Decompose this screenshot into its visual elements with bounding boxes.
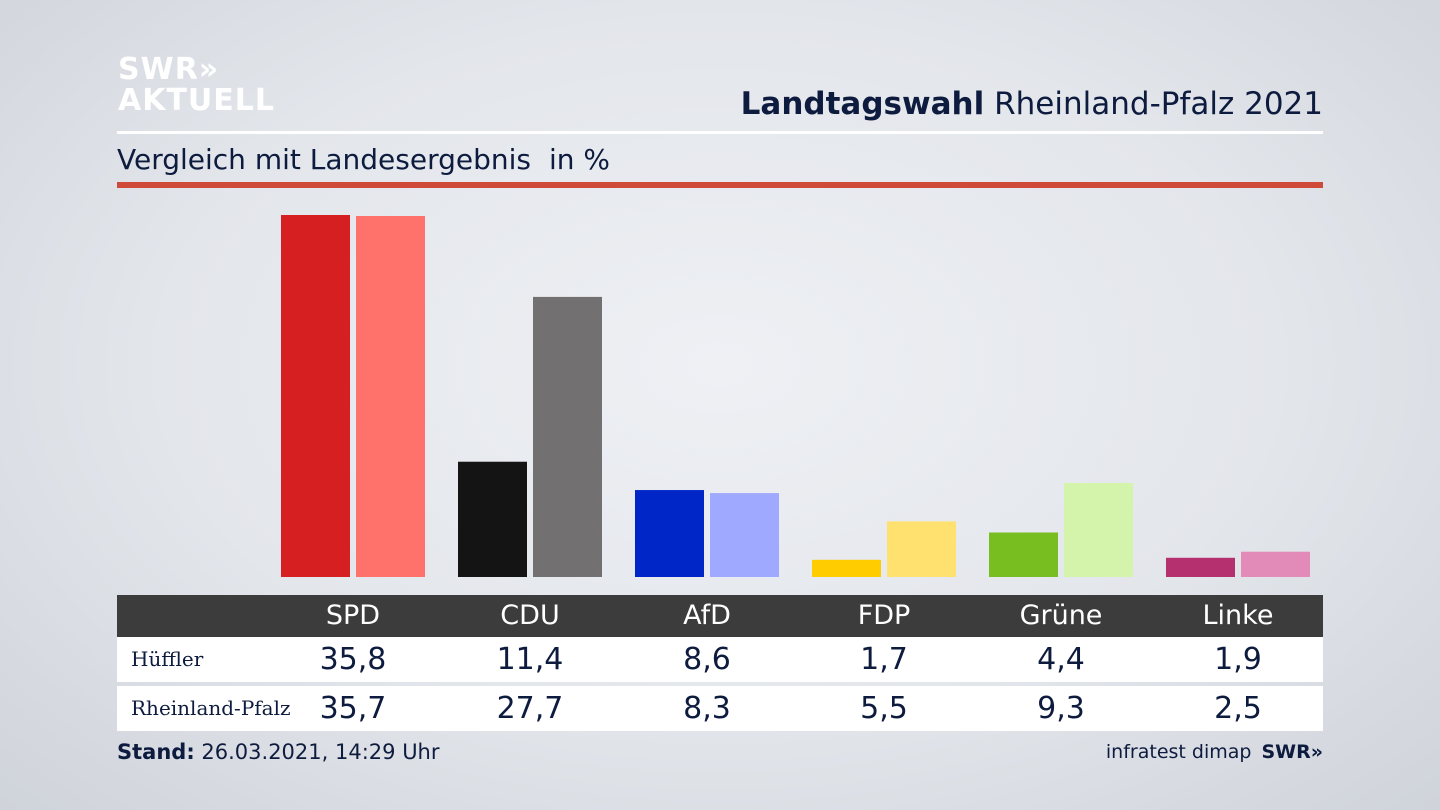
value-cdu-hueffler: 11,4 bbox=[496, 642, 564, 677]
bar-afd-rheinland-pfalz bbox=[710, 493, 779, 577]
value-cdu-rheinland-pfalz: 27,7 bbox=[496, 691, 564, 726]
swr-aktuell-logo: SWR» AKTUELL bbox=[118, 54, 275, 116]
value-afd-rheinland-pfalz: 8,3 bbox=[683, 691, 731, 726]
bar-fdp-rheinland-pfalz bbox=[887, 521, 956, 577]
title-divider bbox=[117, 131, 1323, 134]
table-row-hueffler: Hüffler 35,8 11,4 8,6 1,7 4,4 1,9 bbox=[117, 637, 1323, 682]
bar-cdu-hueffler bbox=[458, 461, 527, 577]
bar-spd-rheinland-pfalz bbox=[356, 216, 425, 577]
column-header-cdu: CDU bbox=[500, 600, 560, 631]
value-gruene-rheinland-pfalz: 9,3 bbox=[1037, 691, 1085, 726]
subtitle-text: Vergleich mit Landesergebnis bbox=[117, 143, 531, 176]
bar-spd-hueffler bbox=[281, 215, 350, 577]
bar-gruene-hueffler bbox=[989, 532, 1058, 577]
timestamp: Stand: 26.03.2021, 14:29 Uhr bbox=[117, 740, 440, 764]
bar-afd-hueffler bbox=[635, 490, 704, 577]
column-header-gruene: Grüne bbox=[1019, 600, 1103, 631]
source-credit: infratest dimap SWR» bbox=[1106, 741, 1323, 763]
value-fdp-rheinland-pfalz: 5,5 bbox=[860, 691, 908, 726]
column-header-linke: Linke bbox=[1202, 600, 1274, 631]
bar-fdp-hueffler bbox=[812, 559, 881, 577]
bar-linke-hueffler bbox=[1166, 557, 1235, 577]
row-label-rheinland-pfalz: Rheinland-Pfalz bbox=[131, 696, 291, 720]
row-label-hueffler: Hüffler bbox=[131, 647, 204, 671]
value-gruene-hueffler: 4,4 bbox=[1037, 642, 1085, 677]
stand-value: 26.03.2021, 14:29 Uhr bbox=[201, 740, 440, 764]
logo-line-1: SWR» bbox=[118, 52, 220, 87]
title-rest: Rheinland-Pfalz 2021 bbox=[994, 86, 1323, 122]
logo-line-2: AKTUELL bbox=[118, 83, 276, 118]
results-table: SPD CDU AfD FDP Grüne Linke Hüffler 35,8 11,4 8… bbox=[117, 595, 1323, 731]
title-bold: Landtagswahl bbox=[740, 86, 985, 122]
table-row-rheinland-pfalz: Rheinland-Pfalz 35,7 27,7 8,3 5,5 9,3 2,5 bbox=[117, 686, 1323, 731]
value-spd-hueffler: 35,8 bbox=[319, 642, 387, 677]
page-title: Landtagswahl Rheinland-Pfalz 2021 bbox=[741, 86, 1323, 122]
bar-cdu-rheinland-pfalz bbox=[533, 296, 602, 577]
unit-label: in % bbox=[548, 143, 611, 176]
value-fdp-hueffler: 1,7 bbox=[860, 642, 908, 677]
table-header: SPD CDU AfD FDP Grüne Linke bbox=[117, 595, 1323, 637]
stand-label: Stand: bbox=[117, 740, 195, 764]
value-linke-rheinland-pfalz: 2,5 bbox=[1214, 691, 1262, 726]
value-linke-hueffler: 1,9 bbox=[1214, 642, 1262, 677]
swr-brand-logo: SWR» bbox=[1261, 741, 1323, 763]
source-text: infratest dimap bbox=[1105, 741, 1252, 763]
value-spd-rheinland-pfalz: 35,7 bbox=[319, 691, 387, 726]
chart-subtitle: Vergleich mit Landesergebnis in % bbox=[117, 143, 610, 176]
accent-divider bbox=[117, 182, 1323, 188]
bar-linke-rheinland-pfalz bbox=[1241, 551, 1310, 577]
column-header-afd: AfD bbox=[683, 600, 731, 631]
column-header-fdp: FDP bbox=[857, 600, 911, 631]
column-header-spd: SPD bbox=[325, 600, 381, 631]
bar-gruene-rheinland-pfalz bbox=[1064, 482, 1133, 577]
value-afd-hueffler: 8,6 bbox=[683, 642, 731, 677]
